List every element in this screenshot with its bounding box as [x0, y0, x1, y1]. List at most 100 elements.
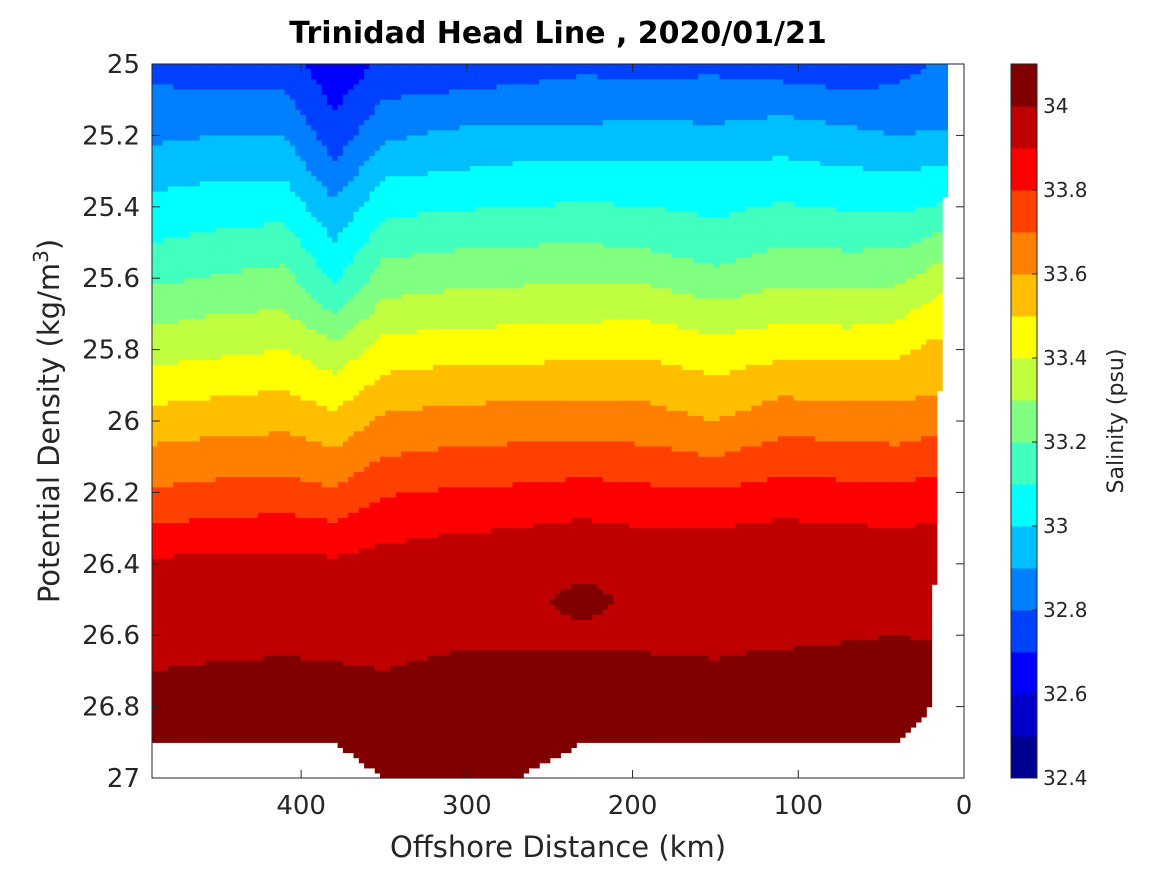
contour-cell	[231, 655, 238, 662]
contour-cell	[236, 517, 243, 524]
contour-cell	[258, 660, 264, 667]
contour-cell	[205, 313, 211, 320]
contour-cell	[215, 359, 222, 366]
contour-cell	[236, 701, 243, 708]
contour-cell	[247, 166, 254, 172]
contour-cell	[279, 691, 286, 697]
contour-cell	[268, 609, 275, 616]
contour-cell	[173, 589, 180, 595]
contour-cell	[199, 599, 206, 606]
contour-cell	[236, 410, 243, 417]
contour-cell	[300, 120, 307, 126]
contour-cell	[316, 140, 323, 147]
contour-cell	[183, 283, 190, 289]
contour-cell	[311, 630, 317, 636]
contour-cell	[305, 109, 312, 116]
contour-cell	[236, 257, 243, 264]
contour-cell	[183, 171, 190, 177]
contour-cell	[258, 74, 264, 80]
contour-cell	[231, 574, 238, 580]
contour-cell	[289, 497, 296, 504]
contour-cell	[252, 660, 259, 667]
contour-cell	[332, 563, 339, 570]
contour-cell	[220, 339, 227, 346]
contour-cell	[305, 502, 312, 509]
contour-cell	[231, 563, 238, 570]
contour-cell	[242, 375, 249, 381]
contour-cell	[332, 706, 339, 713]
contour-cell	[210, 329, 217, 335]
contour-cell	[231, 237, 238, 244]
contour-cell	[199, 283, 206, 289]
contour-cell	[220, 400, 227, 407]
contour-cell	[258, 293, 264, 300]
contour-cell	[311, 721, 317, 728]
contour-cell	[316, 155, 323, 162]
contour-cell	[226, 716, 233, 723]
contour-cell	[183, 262, 190, 269]
contour-cell	[326, 553, 333, 560]
contour-cell	[205, 166, 211, 172]
contour-cell	[252, 568, 259, 575]
contour-cell	[220, 512, 227, 519]
contour-cell	[183, 584, 190, 590]
contour-cell	[183, 181, 190, 187]
contour-cell	[189, 670, 196, 677]
contour-cell	[348, 217, 355, 223]
contour-cell	[284, 308, 291, 315]
contour-cell	[183, 375, 190, 381]
contour-cell	[215, 247, 222, 254]
contour-cell	[215, 436, 222, 442]
contour-cell	[258, 217, 264, 223]
contour-cell	[273, 283, 280, 289]
contour-cell	[348, 176, 355, 182]
contour-cell	[279, 487, 286, 493]
contour-cell	[167, 553, 174, 560]
contour-cell	[199, 584, 206, 590]
contour-cell	[167, 298, 174, 305]
contour-cell	[215, 196, 222, 203]
contour-cell	[305, 421, 312, 427]
contour-cell	[215, 609, 222, 616]
contour-cell	[337, 293, 344, 300]
contour-cell	[268, 604, 275, 611]
contour-cell	[194, 686, 201, 692]
contour-cell	[268, 456, 275, 463]
contour-cell	[152, 686, 158, 692]
contour-cell	[205, 181, 211, 187]
contour-cell	[337, 732, 344, 738]
contour-cell	[215, 344, 222, 351]
contour-cell	[236, 166, 243, 172]
contour-cell	[321, 732, 328, 738]
contour-cell	[210, 594, 217, 601]
contour-cell	[289, 329, 296, 335]
contour-cell	[167, 364, 174, 371]
contour-cell	[326, 364, 333, 371]
contour-cell	[258, 415, 264, 422]
contour-cell	[263, 400, 270, 407]
contour-cell	[321, 186, 328, 193]
contour-cell	[178, 176, 185, 182]
contour-cell	[279, 502, 286, 509]
contour-cell	[295, 676, 302, 682]
contour-cell	[236, 181, 243, 187]
contour-cell	[205, 344, 211, 351]
contour-cell	[152, 176, 158, 182]
contour-cell	[183, 543, 190, 550]
contour-cell	[305, 262, 312, 269]
contour-cell	[284, 74, 291, 80]
contour-cell	[311, 497, 317, 504]
contour-cell	[199, 579, 206, 585]
contour-cell	[273, 609, 280, 616]
contour-cell	[295, 69, 302, 75]
contour-cell	[273, 109, 280, 116]
contour-cell	[284, 431, 291, 437]
contour-cell	[284, 84, 291, 91]
contour-cell	[289, 242, 296, 249]
contour-cell	[247, 339, 254, 346]
contour-cell	[220, 650, 227, 657]
contour-cell	[305, 191, 312, 198]
contour-cell	[332, 334, 339, 340]
contour-cell	[215, 370, 222, 376]
contour-cell	[342, 686, 349, 692]
